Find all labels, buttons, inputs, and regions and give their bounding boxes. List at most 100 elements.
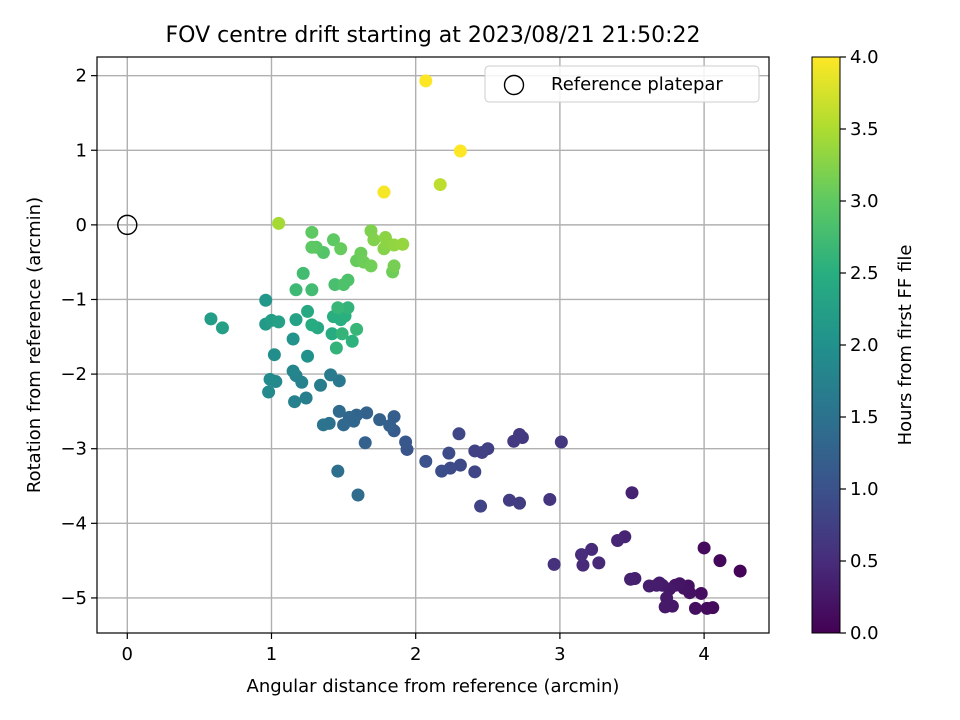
data-point (507, 434, 521, 448)
legend-reference-icon (503, 74, 525, 96)
legend-box (484, 65, 760, 103)
x-tick-label: 0 (122, 644, 133, 665)
data-point (642, 579, 656, 593)
data-point (335, 327, 349, 341)
data-point (360, 406, 374, 420)
data-point (334, 242, 348, 256)
data-point (301, 349, 315, 363)
data-point (611, 533, 625, 547)
y-tick-label: −4 (60, 513, 87, 534)
data-point (358, 436, 372, 450)
y-tick-label: 0 (76, 215, 87, 236)
data-point (625, 486, 639, 500)
data-point (396, 237, 410, 251)
data-point (289, 283, 303, 297)
data-point (694, 586, 708, 600)
colorbar-tick-label: 4.0 (850, 47, 879, 68)
data-point (331, 301, 345, 315)
data-point (331, 464, 345, 478)
legend: Reference platepar (484, 65, 760, 103)
reference-platepar-point (117, 214, 138, 236)
colorbar-tick-label: 1.0 (850, 479, 879, 500)
data-point (377, 185, 391, 199)
data-point (263, 372, 277, 386)
colorbar-tick-label: 0.0 (850, 623, 879, 644)
data-point (267, 348, 281, 362)
data-point (316, 418, 330, 432)
x-axis-label: Angular distance from reference (arcmin) (247, 676, 620, 697)
data-point (301, 304, 315, 318)
data-point (688, 601, 702, 615)
data-point (341, 301, 355, 315)
x-tick-label: 4 (698, 644, 709, 665)
data-point (554, 435, 568, 449)
colorbar-tick-label: 3.0 (850, 191, 879, 212)
data-point (592, 556, 606, 570)
chart-title: FOV centre drift starting at 2023/08/21 … (166, 23, 701, 48)
data-point (337, 418, 351, 432)
colorbar: 0.0 0.5 1.0 1.5 2.0 2.5 3.0 3.5 4.0 Hours from f… (811, 47, 916, 644)
data-point (452, 427, 466, 441)
data-point (289, 313, 303, 327)
plot-frame (96, 56, 770, 634)
y-tick-label: −2 (60, 364, 87, 385)
data-point (351, 488, 365, 502)
data-point (262, 385, 276, 399)
y-axis-label: Rotation from reference (arcmin) (24, 197, 45, 493)
data-point (576, 558, 590, 572)
data-point (259, 293, 273, 307)
reference-marker (117, 214, 138, 236)
data-point (324, 368, 338, 382)
legend-entry-reference: Reference platepar (551, 74, 723, 95)
y-tick-label: −5 (60, 588, 87, 609)
data-point (373, 413, 387, 427)
data-point (364, 259, 378, 273)
data-point (329, 341, 343, 355)
data-point (387, 259, 401, 273)
data-point (624, 572, 638, 586)
data-point (513, 496, 527, 510)
colorbar-tick-label: 2.0 (850, 335, 879, 356)
data-point (453, 458, 467, 472)
data-point (700, 601, 714, 615)
y-tick-label: −1 (60, 289, 87, 310)
data-point (215, 321, 229, 335)
colorbar-label: Hours from first FF file (895, 245, 916, 446)
data-point (575, 548, 589, 562)
y-tick-label: −3 (60, 439, 87, 460)
data-point (326, 233, 340, 247)
y-axis-ticks: 2 1 0 −1 −2 −3 −4 −5 (60, 66, 97, 609)
data-point (547, 557, 561, 571)
data-point (474, 499, 488, 513)
data-point (585, 542, 599, 556)
data-point (543, 492, 557, 506)
data-point (419, 74, 433, 88)
data-point (305, 283, 319, 297)
data-point (314, 378, 328, 392)
data-point (502, 493, 516, 507)
data-point (658, 600, 672, 614)
data-point (305, 240, 319, 254)
data-point (733, 564, 747, 578)
data-point (442, 446, 456, 460)
data-point (367, 233, 381, 247)
data-point (341, 273, 355, 287)
data-point (288, 395, 302, 409)
colorbar-tick-label: 2.5 (850, 263, 879, 284)
grid-lines (97, 57, 769, 633)
y-tick-label: 1 (76, 140, 87, 161)
data-point (286, 332, 300, 346)
x-tick-label: 3 (554, 644, 565, 665)
colorbar-tick-label: 0.5 (850, 551, 879, 572)
colorbar-tick-label: 1.5 (850, 407, 879, 428)
data-point (383, 419, 397, 433)
data-point (419, 454, 433, 468)
data-point (345, 334, 359, 348)
scatter-points (204, 74, 747, 615)
data-point (299, 391, 313, 405)
data-point (713, 554, 727, 568)
data-point (204, 312, 218, 326)
colorbar-tick-label: 3.5 (850, 119, 879, 140)
data-point (272, 315, 286, 329)
